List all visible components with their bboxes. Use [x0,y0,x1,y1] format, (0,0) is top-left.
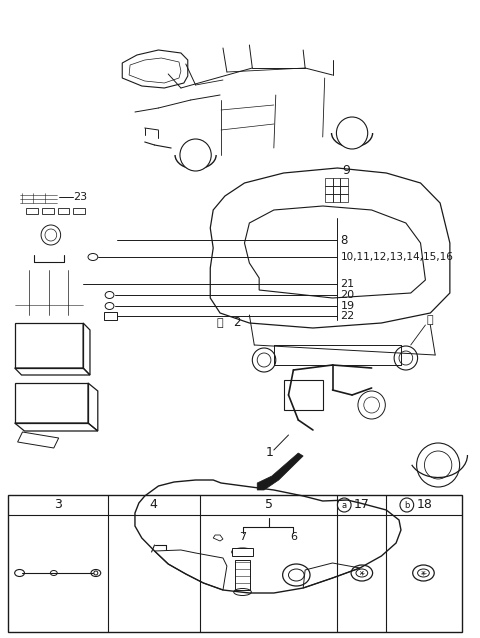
Bar [232,548,253,556]
Bar [235,560,251,590]
Bar [26,208,38,214]
Text: 2: 2 [233,316,240,329]
Bar [8,495,462,632]
Bar [284,380,323,410]
Bar [333,186,340,194]
Text: 10,11,12,13,14,15,16: 10,11,12,13,14,15,16 [340,252,453,262]
Bar [324,178,333,186]
Bar [340,186,348,194]
Text: 21: 21 [340,279,354,289]
Bar [333,178,340,186]
Bar [324,194,333,202]
Text: 19: 19 [340,301,354,311]
Text: 5: 5 [265,498,273,512]
Bar [104,312,117,320]
Circle shape [180,139,211,171]
Text: a: a [342,500,347,510]
Bar [340,194,348,202]
Bar [42,208,54,214]
Bar [340,178,348,186]
Circle shape [94,571,98,575]
Text: 4: 4 [150,498,157,512]
Text: ⓑ: ⓑ [217,318,223,328]
Text: 20: 20 [340,290,354,300]
Polygon shape [257,453,303,490]
Text: 9: 9 [342,163,350,177]
Text: 8: 8 [340,234,348,246]
Text: 7: 7 [239,532,246,542]
Text: b: b [404,500,409,510]
Circle shape [336,117,368,149]
Text: 18: 18 [417,498,432,512]
Text: 22: 22 [340,311,355,321]
Text: 23: 23 [73,192,87,202]
Text: 6: 6 [290,532,297,542]
Text: 1: 1 [266,445,274,459]
Bar [324,186,333,194]
Bar [58,208,70,214]
Bar [333,194,340,202]
Bar [73,208,85,214]
Text: 17: 17 [354,498,370,512]
Text: 3: 3 [54,498,61,512]
Text: ⓐ: ⓐ [427,315,433,325]
